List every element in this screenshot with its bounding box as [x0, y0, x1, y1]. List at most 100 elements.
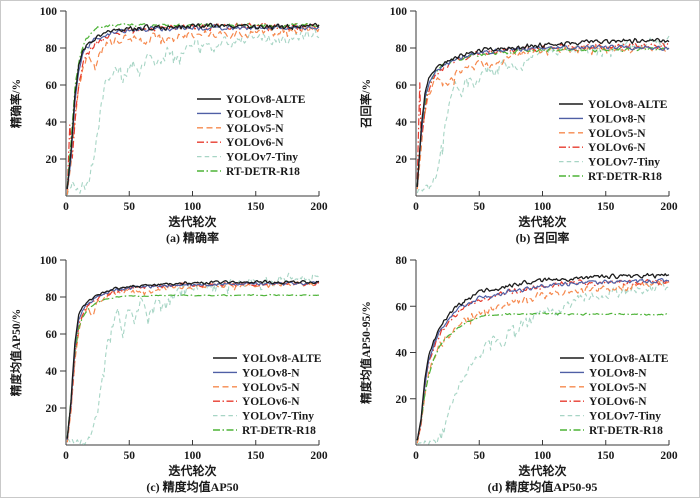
cell-a: 20 40 60 80 100 0 50 100 150 200 精确率/% 迭代轮次 (a) 精确率 Y… — [0, 0, 350, 249]
legend-label-yolov7-tiny: YOLOv7-Tiny — [242, 411, 314, 423]
x-tick-label: 150 — [597, 201, 615, 213]
x-axis-label: 迭代轮次 — [518, 214, 566, 229]
x-tick-label: 50 — [124, 201, 136, 213]
y-tick-label: 80 — [46, 43, 58, 55]
series-yolov7-tiny — [416, 35, 670, 194]
legend-label-yolov5-n: YOLOv5-N — [242, 382, 300, 394]
y-tick-label: 60 — [46, 80, 58, 92]
legend-label-yolov8-n: YOLOv8-N — [588, 113, 646, 125]
series-yolov6-n — [66, 22, 320, 190]
legend: YOLOv8-ALTE YOLOv8-N YOLOv5-N YOLOv6-N YOLOv… — [213, 353, 322, 437]
y-tick-label: 40 — [396, 117, 408, 129]
legend-label-yolov8-n: YOLOv8-N — [226, 108, 284, 120]
y-tick-label: 100 — [390, 6, 408, 18]
y-tick-label: 40 — [46, 366, 58, 378]
y-axis-label: 召回率/% — [359, 79, 373, 128]
y-tick-label: 60 — [396, 80, 408, 92]
series-yolov8-alte — [66, 22, 320, 189]
series-yolov5-n — [66, 24, 320, 195]
legend-label-yolov8-alte: YOLOv8-ALTE — [588, 99, 668, 111]
chart-d-map50-95: 20 40 60 80 0 50 100 150 200 精度均值AP50-95/% 迭代轮次(d)… — [359, 255, 678, 494]
series-yolov8-alte — [416, 37, 670, 187]
y-tick-label: 40 — [46, 117, 58, 129]
y-tick-label: 100 — [40, 6, 58, 18]
axes: 20 40 60 80 100 0 50 100 150 200 — [390, 6, 678, 213]
y-tick-label: 40 — [396, 348, 408, 360]
x-tick-label: 200 — [660, 450, 678, 462]
cell-b: 20 40 60 80 100 0 50 100 150 200 召回率/% 迭代轮次 (b) 召回率 Y… — [350, 0, 700, 249]
x-tick-label: 0 — [413, 450, 419, 462]
series-yolov7-tiny — [67, 272, 320, 445]
legend-label-rt-detr-r18: RT-DETR-R18 — [242, 425, 316, 437]
legend-label-rt-detr-r18: RT-DETR-R18 — [588, 171, 662, 183]
legend-label-yolov6-n: YOLOv6-N — [588, 142, 646, 154]
chart-caption: (d) 精度均值AP50-95 — [488, 479, 598, 494]
chart-caption: (c) 精度均值AP50 — [146, 479, 238, 494]
legend: YOLOv8-ALTE YOLOv8-N YOLOv5-N YOLOv6-N YOLOv… — [559, 99, 668, 183]
x-tick-label: 100 — [184, 201, 202, 213]
y-tick-label: 60 — [396, 301, 408, 313]
cell-c: 20 40 60 80 100 0 50 100 150 200 精度均值AP50/% 迭代轮次 (c)… — [0, 249, 350, 498]
legend-label-yolov8-n: YOLOv8-N — [589, 367, 647, 379]
chart-a-precision: 20 40 60 80 100 0 50 100 150 200 精确率/% 迭代轮次(a) 精确率 Y… — [9, 6, 328, 245]
legend-label-yolov7-tiny: YOLOv7-Tiny — [588, 157, 660, 169]
x-tick-label: 0 — [63, 201, 69, 213]
legend-label-yolov5-n: YOLOv5-N — [589, 382, 647, 394]
y-axis-label: 精度均值AP50-95/% — [359, 301, 373, 404]
y-tick-label: 100 — [40, 255, 58, 267]
x-tick-label: 150 — [247, 201, 265, 213]
x-tick-label: 200 — [660, 201, 678, 213]
x-tick-label: 150 — [247, 450, 265, 462]
series-curves — [416, 35, 670, 194]
series-curves — [66, 22, 320, 196]
legend-label-yolov6-n: YOLOv6-N — [589, 396, 647, 408]
series-yolov7-tiny — [66, 29, 320, 196]
x-tick-label: 50 — [474, 450, 486, 462]
legend-label-rt-detr-r18: RT-DETR-R18 — [226, 166, 300, 178]
x-tick-label: 0 — [413, 201, 419, 213]
x-tick-label: 100 — [534, 450, 552, 462]
x-tick-label: 0 — [63, 450, 69, 462]
axes: 20 40 60 80 100 0 50 100 150 200 — [40, 6, 328, 213]
axes: 20 40 60 80 0 50 100 150 200 — [396, 255, 678, 462]
x-tick-label: 100 — [534, 201, 552, 213]
series-yolov8-n — [66, 24, 320, 189]
x-tick-label: 200 — [310, 201, 328, 213]
y-tick-label: 20 — [46, 403, 58, 415]
legend-label-yolov8-alte: YOLOv8-ALTE — [589, 353, 669, 365]
y-tick-label: 80 — [46, 292, 58, 304]
series-rt-detr-r18 — [66, 293, 319, 438]
y-tick-label: 60 — [46, 329, 58, 341]
series-rt-detr-r18 — [416, 312, 670, 441]
y-tick-label: 80 — [396, 43, 408, 55]
series-yolov7-tiny — [417, 281, 670, 445]
chart-caption: (b) 召回率 — [516, 230, 570, 245]
x-axis-label: 迭代轮次 — [168, 214, 216, 229]
chart-caption: (a) 精确率 — [166, 230, 219, 245]
legend: YOLOv8-ALTE YOLOv8-N YOLOv5-N YOLOv6-N YOLOv… — [197, 94, 306, 178]
x-tick-label: 50 — [124, 450, 136, 462]
legend-label-yolov7-tiny: YOLOv7-Tiny — [589, 411, 661, 423]
legend-label-yolov5-n: YOLOv5-N — [588, 128, 646, 140]
cell-d: 20 40 60 80 0 50 100 150 200 精度均值AP50-95/% 迭代轮次 (d)… — [350, 249, 700, 498]
y-axis-label: 精度均值AP50/% — [9, 309, 23, 397]
series-yolov8-alte — [66, 279, 320, 439]
legend-label-rt-detr-r18: RT-DETR-R18 — [589, 425, 663, 437]
y-axis-label: 精确率/% — [9, 79, 23, 128]
legend-label-yolov8-alte: YOLOv8-ALTE — [242, 353, 322, 365]
legend-label-yolov6-n: YOLOv6-N — [226, 137, 284, 149]
chart-c-map50: 20 40 60 80 100 0 50 100 150 200 精度均值AP50/% 迭代轮次(c)… — [9, 255, 328, 494]
y-tick-label: 80 — [396, 255, 408, 267]
series-yolov8-alte — [416, 272, 670, 441]
x-tick-label: 100 — [184, 450, 202, 462]
legend-label-yolov6-n: YOLOv6-N — [242, 396, 300, 408]
x-tick-label: 200 — [310, 450, 328, 462]
legend-label-yolov5-n: YOLOv5-N — [226, 123, 284, 135]
legend-label-yolov7-tiny: YOLOv7-Tiny — [226, 152, 298, 164]
series-yolov5-n — [416, 280, 670, 444]
x-axis-label: 迭代轮次 — [168, 463, 216, 478]
legend-label-yolov8-n: YOLOv8-N — [242, 367, 300, 379]
series-curves — [66, 272, 320, 445]
